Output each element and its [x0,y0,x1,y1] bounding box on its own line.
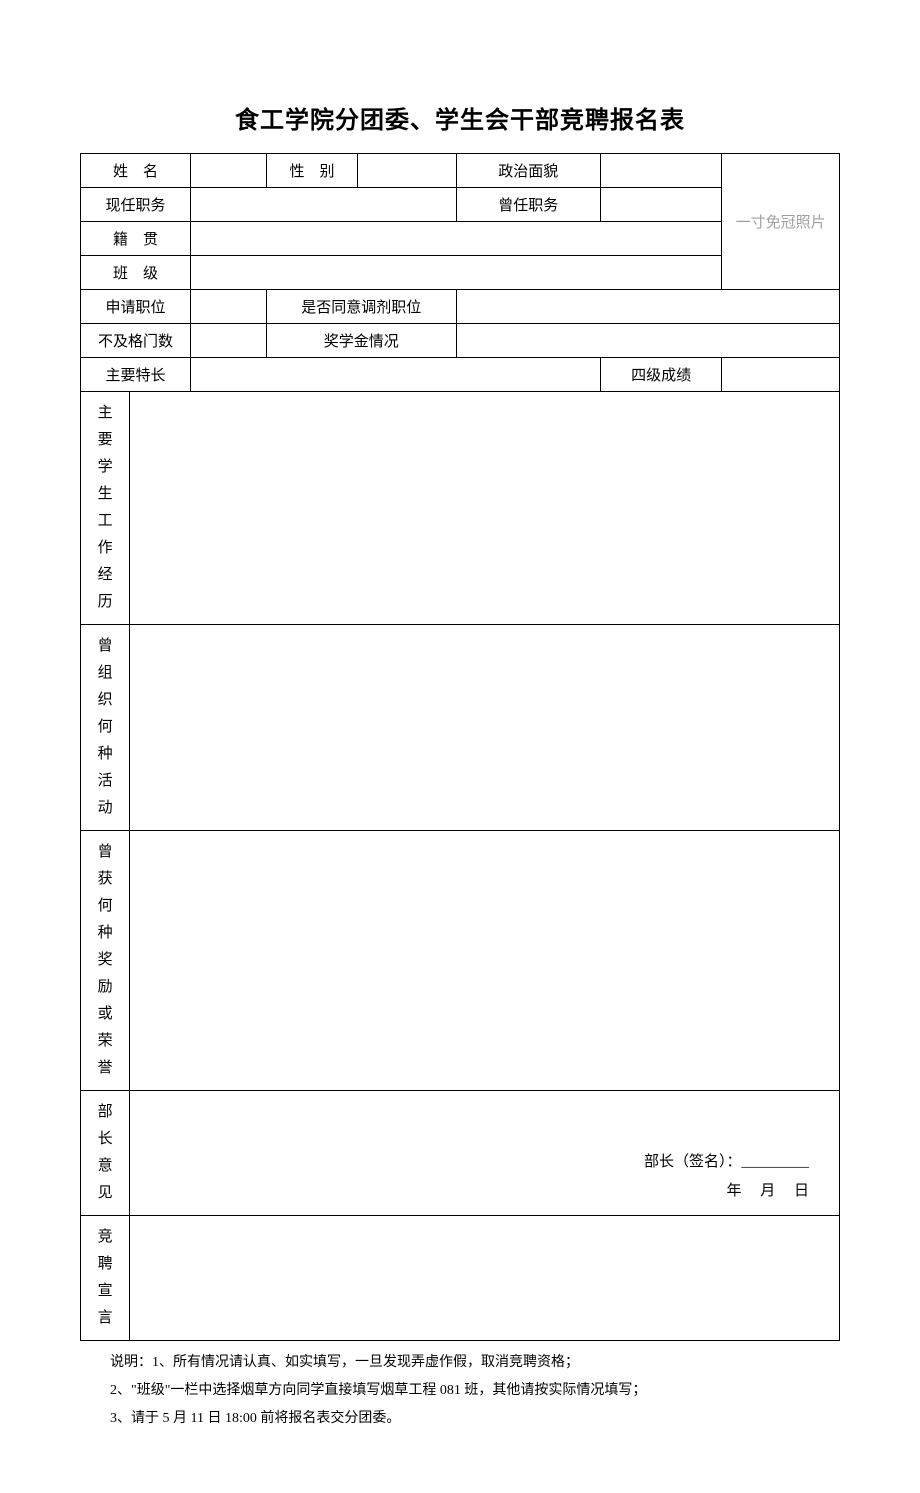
label-apply-position: 申请职位 [81,290,191,324]
field-scholarship [456,324,839,358]
label-scholarship: 奖学金情况 [266,324,456,358]
field-awards [130,831,840,1091]
notes-section: 说明：1、所有情况请认真、如实填写，一旦发现弄虚作假，取消竞聘资格； 2、"班级… [80,1349,840,1433]
note-line-1: 说明：1、所有情况请认真、如实填写，一旦发现弄虚作假，取消竞聘资格； [110,1349,840,1377]
label-work-history: 主要学生工作经历 [81,392,130,625]
label-name: 姓 名 [81,154,191,188]
label-activities: 曾组织何种活动 [81,625,130,831]
page-title: 食工学院分团委、学生会干部竞聘报名表 [80,100,840,135]
label-transfer-agree: 是否同意调剂职位 [266,290,456,324]
photo-placeholder: 一寸免冠照片 [722,154,840,290]
field-transfer-agree [456,290,839,324]
field-gender [358,154,457,188]
field-apply-position [191,290,267,324]
field-declaration [130,1216,840,1341]
signature-line: 部长（签名）：_________ [644,1154,809,1170]
label-leader-opinion: 部长意见 [81,1091,130,1216]
field-cet4 [722,358,840,392]
label-former-position: 曾任职务 [456,188,600,222]
field-native-place [191,222,722,256]
field-class [191,256,722,290]
field-current-position [191,188,457,222]
field-name [191,154,267,188]
label-current-position: 现任职务 [81,188,191,222]
label-fail-count: 不及格门数 [81,324,191,358]
label-class: 班 级 [81,256,191,290]
note-line-2: 2、"班级"一栏中选择烟草方向同学直接填写烟草工程 081 班，其他请按实际情况… [110,1377,840,1405]
label-cet4: 四级成绩 [600,358,721,392]
label-declaration: 竞聘宣言 [81,1216,130,1341]
field-specialty [191,358,601,392]
field-political [600,154,721,188]
label-political: 政治面貌 [456,154,600,188]
field-fail-count [191,324,267,358]
label-native-place: 籍 贯 [81,222,191,256]
field-former-position [600,188,721,222]
field-activities [130,625,840,831]
label-awards: 曾获何种奖励或荣誉 [81,831,130,1091]
label-specialty: 主要特长 [81,358,191,392]
date-line: 年 月 日 [726,1183,809,1199]
field-work-history [130,392,840,625]
field-leader-opinion: 部长（签名）：_________ 年 月 日 [130,1091,840,1216]
note-line-3: 3、请于 5 月 11 日 18:00 前将报名表交分团委。 [110,1405,840,1433]
application-form-table: 姓 名 性 别 政治面貌 一寸免冠照片 现任职务 曾任职务 籍 贯 班 级 申请… [80,153,840,1341]
label-gender: 性 别 [266,154,357,188]
